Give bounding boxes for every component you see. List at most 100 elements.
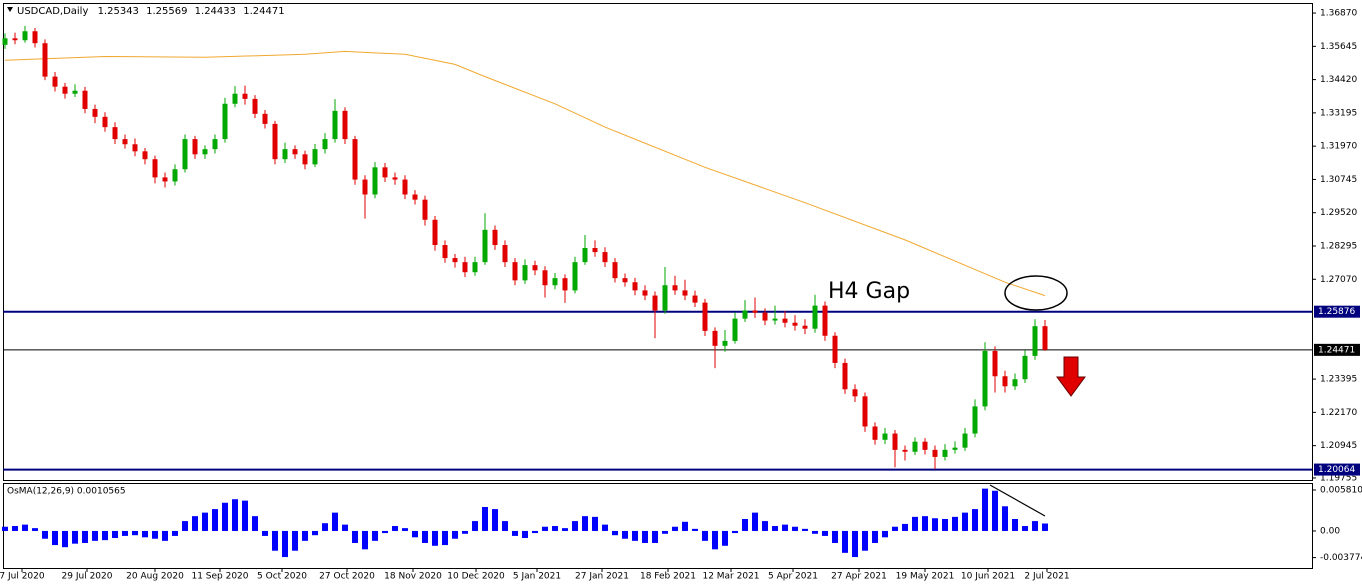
y-tick-label: 1.29520 bbox=[1320, 208, 1357, 218]
candle-body bbox=[342, 110, 348, 140]
indicator-bar bbox=[52, 530, 58, 546]
indicator-bar bbox=[932, 518, 938, 531]
down-arrow bbox=[1056, 356, 1086, 397]
y-tick-label: 1.27070 bbox=[1320, 275, 1357, 285]
candle-body bbox=[622, 278, 628, 283]
indicator-bar bbox=[912, 516, 918, 531]
indicator-bar bbox=[282, 530, 288, 558]
x-tick-label: 5 Oct 2020 bbox=[257, 572, 307, 582]
indicator-bar bbox=[342, 524, 348, 531]
level-label: 1.24471 bbox=[1318, 345, 1355, 355]
candle-body bbox=[722, 340, 728, 346]
open-value: 1.25343 bbox=[98, 6, 139, 17]
indicator-bar bbox=[692, 528, 698, 531]
indicator-bar bbox=[202, 512, 208, 531]
candle-body bbox=[32, 31, 38, 44]
candle-body bbox=[672, 285, 678, 291]
x-tick-label: 27 Oct 2020 bbox=[319, 572, 375, 582]
candle-body bbox=[412, 194, 418, 200]
x-tick-label: 27 Apr 2021 bbox=[831, 572, 887, 582]
candle-body bbox=[402, 179, 408, 195]
candle-body bbox=[772, 318, 778, 321]
x-tick-label: 10 Dec 2020 bbox=[447, 572, 505, 582]
candle-body bbox=[682, 290, 688, 296]
indicator-bar bbox=[192, 516, 198, 531]
indicator-bar bbox=[42, 530, 48, 539]
candle-body bbox=[352, 139, 358, 180]
candle-body bbox=[232, 93, 238, 104]
candle-body bbox=[42, 43, 48, 77]
indicator-bar bbox=[632, 530, 638, 541]
y-tick-label: 1.20945 bbox=[1320, 441, 1357, 451]
candle-body bbox=[962, 433, 968, 448]
candle-body bbox=[952, 447, 958, 450]
candle-body bbox=[872, 426, 878, 440]
price-layer bbox=[2, 25, 1312, 471]
candle-body bbox=[2, 38, 8, 45]
indicator-bar bbox=[722, 530, 728, 546]
indicator-bar bbox=[152, 530, 158, 539]
indicator-bar bbox=[622, 530, 628, 539]
indicator-bar bbox=[862, 530, 868, 551]
candle-body bbox=[842, 362, 848, 390]
indicator-bar bbox=[492, 509, 498, 531]
gap-ellipse bbox=[1004, 275, 1068, 311]
low-value: 1.24433 bbox=[195, 6, 236, 17]
indicator-bar bbox=[32, 528, 38, 531]
candle-body bbox=[312, 149, 318, 165]
y-tick-label: 1.34420 bbox=[1320, 75, 1357, 85]
indicator-bar bbox=[532, 530, 538, 534]
indicator-bar bbox=[982, 488, 988, 531]
candle-body bbox=[942, 449, 948, 457]
indicator-bar bbox=[942, 518, 948, 531]
candle-body bbox=[892, 433, 898, 450]
indicator-bar bbox=[132, 530, 138, 536]
x-tick-label: 19 May 2021 bbox=[896, 572, 955, 582]
indicator-bar bbox=[122, 530, 128, 536]
candle-body bbox=[882, 433, 888, 440]
candle-body bbox=[922, 441, 928, 450]
y-tick-label: 1.30745 bbox=[1320, 175, 1357, 185]
indicator-bar bbox=[682, 521, 688, 531]
indicator-bar bbox=[1002, 506, 1008, 531]
indicator-bar bbox=[2, 526, 8, 531]
candle-body bbox=[72, 90, 78, 94]
candle-body bbox=[802, 325, 808, 329]
x-tick-label: 29 Jul 2020 bbox=[62, 572, 113, 582]
indicator-bar bbox=[482, 506, 488, 531]
candle-body bbox=[512, 262, 518, 281]
annotation-text: H4 Gap bbox=[828, 279, 910, 304]
indicator-bar bbox=[22, 524, 28, 531]
x-tick-label: 5 Apr 2021 bbox=[768, 572, 818, 582]
indicator-bar bbox=[652, 530, 658, 543]
menu-triangle bbox=[7, 7, 13, 12]
x-tick-label: 10 Jun 2021 bbox=[961, 572, 1015, 582]
price-panel-frame bbox=[3, 3, 1313, 481]
indicator-bar bbox=[792, 526, 798, 531]
candle-body bbox=[972, 406, 978, 434]
candle-body bbox=[732, 318, 738, 341]
indicator-bar bbox=[412, 530, 418, 538]
candle-body bbox=[172, 169, 178, 182]
symbol: USDCAD,Daily bbox=[17, 6, 88, 17]
close-value: 1.24471 bbox=[243, 6, 284, 17]
indicator-bar bbox=[352, 530, 358, 543]
indicator-bar bbox=[962, 512, 968, 531]
level-label-box bbox=[1314, 463, 1360, 476]
candle-body bbox=[332, 110, 338, 140]
candle-body bbox=[532, 265, 538, 271]
candle-body bbox=[212, 139, 218, 150]
candle-body bbox=[782, 318, 788, 323]
candle-body bbox=[162, 177, 168, 182]
indicator-bar bbox=[802, 528, 808, 531]
indicator-bar bbox=[322, 523, 328, 531]
divergence-line bbox=[989, 484, 1046, 517]
candle-body bbox=[852, 389, 858, 397]
y-tick-label: 1.23395 bbox=[1320, 375, 1357, 385]
indicator-bar bbox=[832, 530, 838, 543]
candle-body bbox=[142, 151, 148, 160]
indicator-bar bbox=[502, 521, 508, 531]
candle-body bbox=[492, 229, 498, 246]
y-tick-label: 1.33195 bbox=[1320, 108, 1357, 118]
candle-body bbox=[712, 330, 718, 346]
